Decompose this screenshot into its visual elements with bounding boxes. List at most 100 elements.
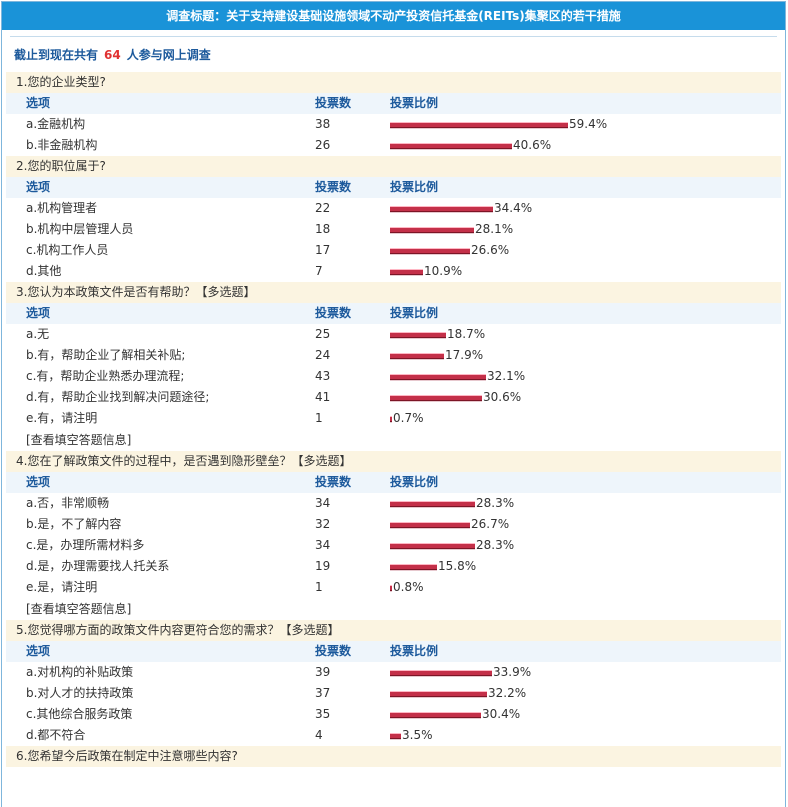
vote-count: 38 bbox=[315, 117, 331, 131]
option-label: b.对人才的扶持政策 bbox=[26, 686, 134, 700]
ratio-percent: 30.6% bbox=[483, 390, 522, 404]
ratio-bar bbox=[390, 711, 481, 718]
vote-count: 17 bbox=[315, 243, 331, 257]
column-header-ratio: 投票比例 bbox=[390, 644, 439, 658]
option-label: b.非金融机构 bbox=[26, 138, 98, 152]
option-row: a.对机构的补贴政策 39 33.9% bbox=[6, 662, 781, 683]
option-row: d.都不符合 4 3.5% bbox=[6, 725, 781, 746]
question-block: 2.您的职位属于? 选项 投票数 投票比例 a.机构管理者 22 34.4% b.机构中层管理… bbox=[6, 156, 781, 282]
option-row: d.其他 7 10.9% bbox=[6, 261, 781, 282]
option-row: b.有，帮助企业了解相关补贴; 24 17.9% bbox=[6, 345, 781, 366]
vote-count: 34 bbox=[315, 538, 331, 552]
option-row: a.机构管理者 22 34.4% bbox=[6, 198, 781, 219]
option-label: c.机构工作人员 bbox=[26, 243, 109, 257]
summary-prefix: 截止到现在共有 bbox=[14, 48, 99, 62]
vote-count: 39 bbox=[315, 665, 331, 679]
ratio-bar bbox=[390, 247, 470, 254]
column-header-votes: 投票数 bbox=[315, 180, 352, 194]
question-block: 1.您的企业类型? 选项 投票数 投票比例 a.金融机构 38 59.4% b.非金融机构 26… bbox=[6, 72, 781, 156]
option-label: b.机构中层管理人员 bbox=[26, 222, 134, 236]
ratio-bar bbox=[390, 563, 437, 570]
option-label: c.是，办理所需材料多 bbox=[26, 538, 145, 552]
ratio-percent: 15.8% bbox=[438, 559, 477, 573]
option-label: a.无 bbox=[26, 327, 50, 341]
vote-count: 1 bbox=[315, 580, 323, 594]
option-row: a.金融机构 38 59.4% bbox=[6, 114, 781, 135]
column-header-ratio: 投票比例 bbox=[390, 96, 439, 110]
option-row: b.对人才的扶持政策 37 32.2% bbox=[6, 683, 781, 704]
vote-ratio: 28.3% bbox=[390, 535, 781, 556]
ratio-bar bbox=[390, 373, 486, 380]
question-title: 2.您的职位属于? bbox=[6, 156, 781, 177]
option-label: c.其他综合服务政策 bbox=[26, 707, 133, 721]
ratio-percent: 32.2% bbox=[488, 686, 527, 700]
ratio-percent: 3.5% bbox=[402, 728, 433, 742]
vote-ratio: 28.1% bbox=[390, 219, 781, 240]
question-title: 5.您觉得哪方面的政策文件内容更符合您的需求？【多选题】 bbox=[6, 620, 781, 641]
ratio-bar bbox=[390, 669, 492, 676]
column-header-ratio: 投票比例 bbox=[390, 306, 439, 320]
vote-ratio: 32.1% bbox=[390, 366, 781, 387]
view-fill-in-answers-link[interactable]: [查看填空答题信息] bbox=[26, 433, 132, 447]
vote-count: 41 bbox=[315, 390, 331, 404]
ratio-bar bbox=[390, 521, 470, 528]
column-header-votes: 投票数 bbox=[315, 644, 352, 658]
vote-ratio: 30.4% bbox=[390, 704, 781, 725]
question-text: 您希望今后政策在制定中注意哪些内容? bbox=[27, 749, 238, 763]
option-row: c.是，办理所需材料多 34 28.3% bbox=[6, 535, 781, 556]
view-fill-in-answers-link[interactable]: [查看填空答题信息] bbox=[26, 602, 132, 616]
ratio-percent: 59.4% bbox=[569, 117, 608, 131]
question-title: 1.您的企业类型? bbox=[6, 72, 781, 93]
vote-ratio: 40.6% bbox=[390, 135, 781, 156]
divider bbox=[10, 36, 777, 37]
question-block: 3.您认为本政策文件是否有帮助？【多选题】 选项 投票数 投票比例 a.无 25 18.7%… bbox=[6, 282, 781, 451]
question-list: 1.您的企业类型? 选项 投票数 投票比例 a.金融机构 38 59.4% b.非金融机构 26… bbox=[6, 72, 781, 767]
option-row: b.机构中层管理人员 18 28.1% bbox=[6, 219, 781, 240]
ratio-percent: 28.1% bbox=[475, 222, 514, 236]
option-row: c.有，帮助企业熟悉办理流程; 43 32.1% bbox=[6, 366, 781, 387]
ratio-percent: 0.7% bbox=[393, 411, 424, 425]
vote-ratio: 26.6% bbox=[390, 240, 781, 261]
ratio-bar bbox=[390, 415, 392, 422]
ratio-percent: 26.7% bbox=[471, 517, 510, 531]
option-row: c.机构工作人员 17 26.6% bbox=[6, 240, 781, 261]
option-row: b.非金融机构 26 40.6% bbox=[6, 135, 781, 156]
question-block: 4.您在了解政策文件的过程中，是否遇到隐形壁垒？【多选题】 选项 投票数 投票比例 a.… bbox=[6, 451, 781, 620]
ratio-percent: 32.1% bbox=[487, 369, 526, 383]
ratio-bar bbox=[390, 352, 444, 359]
ratio-percent: 30.4% bbox=[482, 707, 521, 721]
ratio-percent: 26.6% bbox=[471, 243, 510, 257]
survey-title: 调查标题：关于支持建设基础设施领域不动产投资信托基金(REITs)集聚区的若干措… bbox=[2, 2, 785, 30]
vote-ratio: 0.7% bbox=[390, 408, 781, 429]
column-header-row: 选项 投票数 投票比例 bbox=[6, 472, 781, 493]
option-row: a.否，非常顺畅 34 28.3% bbox=[6, 493, 781, 514]
question-number: 5. bbox=[16, 623, 28, 637]
vote-ratio: 28.3% bbox=[390, 493, 781, 514]
vote-ratio: 59.4% bbox=[390, 114, 781, 135]
vote-count: 1 bbox=[315, 411, 323, 425]
ratio-percent: 34.4% bbox=[494, 201, 533, 215]
vote-ratio: 33.9% bbox=[390, 662, 781, 683]
column-header-option: 选项 bbox=[26, 180, 51, 194]
option-label: b.有，帮助企业了解相关补贴; bbox=[26, 348, 186, 362]
vote-ratio: 15.8% bbox=[390, 556, 781, 577]
option-label: a.对机构的补贴政策 bbox=[26, 665, 134, 679]
vote-ratio: 18.7% bbox=[390, 324, 781, 345]
ratio-bar bbox=[390, 121, 568, 128]
ratio-percent: 18.7% bbox=[447, 327, 486, 341]
option-label: a.金融机构 bbox=[26, 117, 86, 131]
vote-count: 35 bbox=[315, 707, 331, 721]
ratio-bar bbox=[390, 331, 446, 338]
vote-count: 34 bbox=[315, 496, 331, 510]
vote-count: 37 bbox=[315, 686, 331, 700]
vote-ratio: 3.5% bbox=[390, 725, 781, 746]
option-row: e.是，请注明 1 0.8% bbox=[6, 577, 781, 598]
vote-ratio: 30.6% bbox=[390, 387, 781, 408]
column-header-row: 选项 投票数 投票比例 bbox=[6, 303, 781, 324]
question-title: 6.您希望今后政策在制定中注意哪些内容? bbox=[6, 746, 781, 767]
ratio-percent: 10.9% bbox=[424, 264, 463, 278]
column-header-ratio: 投票比例 bbox=[390, 475, 439, 489]
option-row: d.是，办理需要找人托关系 19 15.8% bbox=[6, 556, 781, 577]
question-number: 4. bbox=[16, 454, 28, 468]
